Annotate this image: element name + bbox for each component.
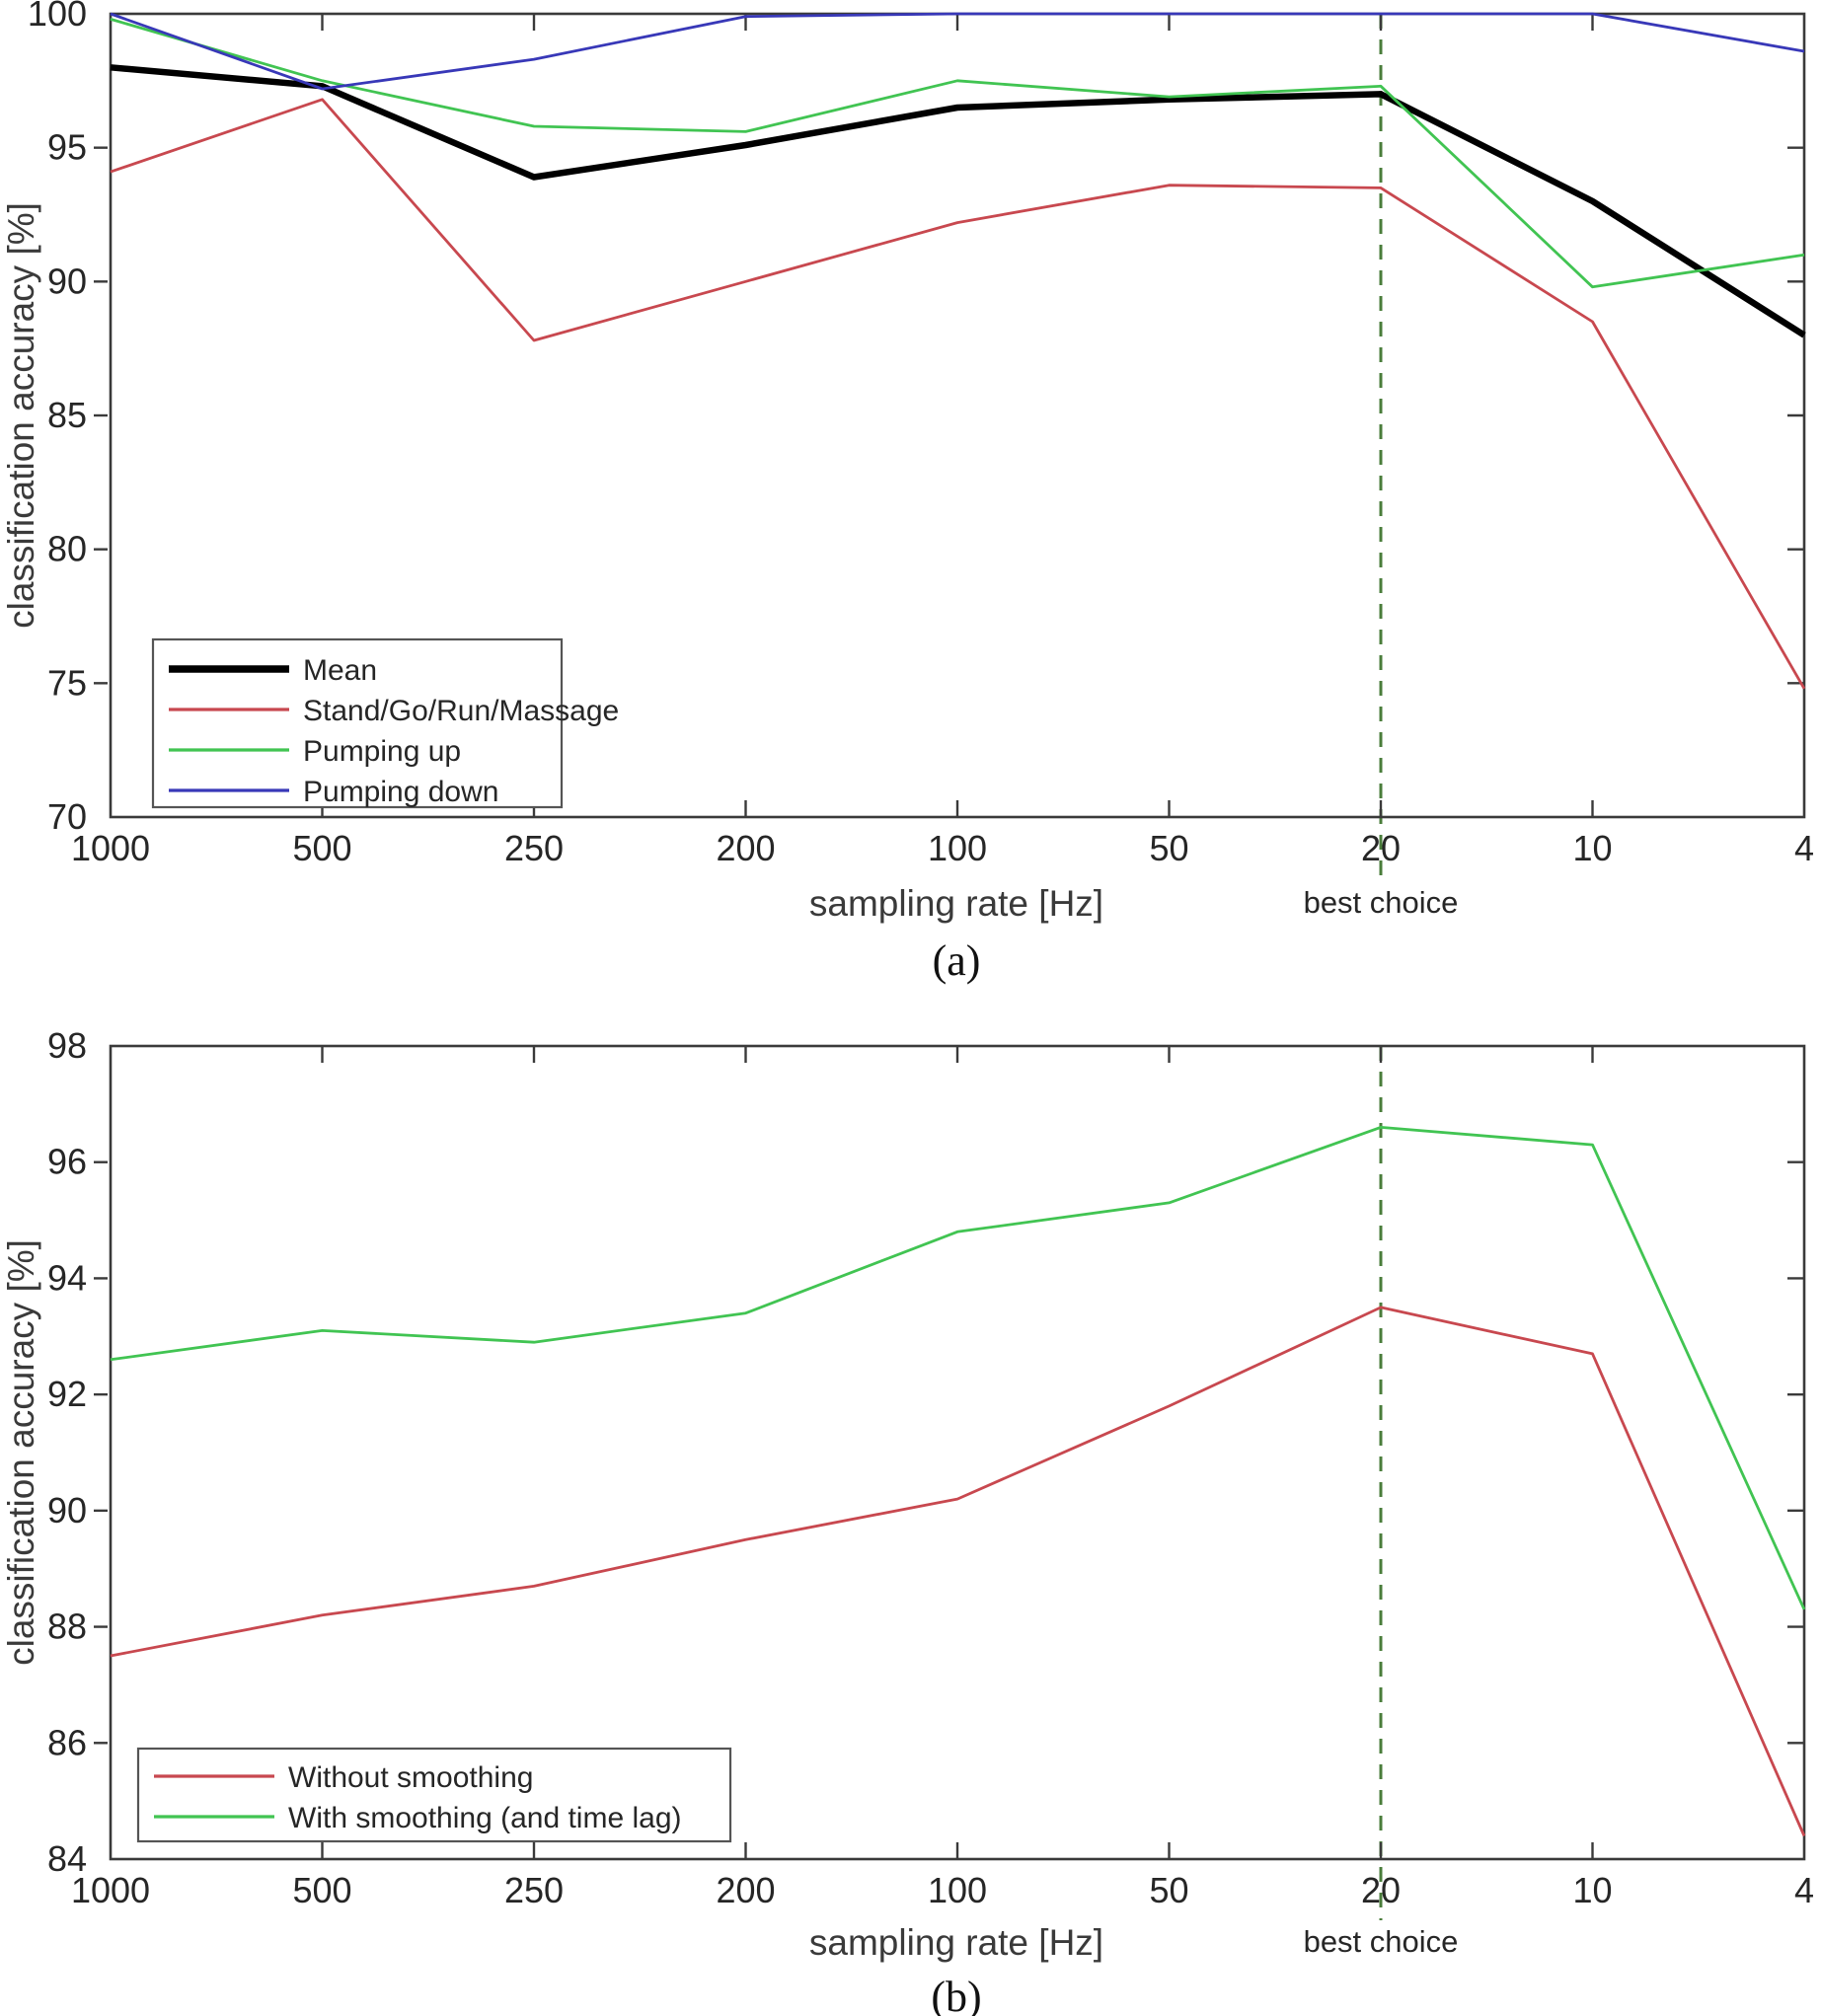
- chart-b-y-axis-label: classification accuracy [%]: [1, 1239, 41, 1666]
- x-tick-label: 50: [1149, 828, 1188, 868]
- series-line-mean: [110, 64, 1806, 338]
- y-tick-label: 88: [47, 1606, 87, 1647]
- y-tick-label: 84: [47, 1838, 87, 1879]
- y-tick-label: 100: [28, 0, 87, 34]
- legend-label: Pumping up: [303, 735, 461, 768]
- x-tick-label: 20: [1361, 828, 1401, 868]
- x-tick-label: 4: [1794, 1870, 1814, 1910]
- y-tick-label: 90: [47, 261, 87, 301]
- y-tick-label: 94: [47, 1257, 87, 1298]
- y-tick-label: 85: [47, 395, 87, 435]
- series-line-pumping-up: [110, 18, 1805, 289]
- legend-label: Mean: [303, 654, 377, 687]
- x-tick-label: 4: [1794, 828, 1814, 868]
- x-tick-label: 20: [1361, 1870, 1401, 1910]
- y-tick-label: 75: [47, 662, 87, 703]
- legend-box: [136, 1747, 732, 1843]
- series-line-without-smoothing: [110, 1306, 1806, 1837]
- chart-a-caption: (a): [933, 936, 981, 985]
- x-tick-label: 200: [716, 1870, 775, 1910]
- y-tick-label: 86: [47, 1722, 87, 1762]
- y-tick-label: 96: [47, 1142, 87, 1182]
- series-line-stand-go-run-massage: [110, 98, 1806, 690]
- chart-a-x-axis-label: sampling rate [Hz]: [809, 883, 1103, 924]
- legend-label: Pumping down: [303, 776, 498, 808]
- chart-b-caption: (b): [931, 1973, 981, 2016]
- legend-label: Stand/Go/Run/Massage: [303, 695, 619, 727]
- y-tick-label: 90: [47, 1490, 87, 1531]
- x-tick-label: 200: [716, 828, 775, 868]
- chart-a-best-choice-label: best choice: [1304, 885, 1459, 920]
- series-line-pumping-down: [110, 12, 1805, 91]
- y-tick-label: 70: [47, 796, 87, 837]
- x-tick-label: 250: [504, 1870, 564, 1910]
- chart-b: 1000 500 250 200 100 50 20 10 4 84 86 88 90 92 94 96 98 W…: [1, 1025, 1814, 2016]
- legend-label: Without smoothing: [288, 1761, 533, 1794]
- chart-a-plot: 1000 500 250 200 100 50 20 10 4 70 75 80 85 90 95 100 Me…: [28, 0, 1814, 880]
- x-tick-label: 100: [928, 1870, 987, 1910]
- plot-box: [109, 1044, 1806, 1861]
- y-tick-label: 92: [47, 1374, 87, 1414]
- x-tick-label: 100: [928, 828, 987, 868]
- y-tick-label: 80: [47, 529, 87, 569]
- x-tick-label: 50: [1149, 1870, 1188, 1910]
- x-tick-label: 10: [1572, 1870, 1612, 1910]
- series-line-with-smoothing-and-time-lag-: [110, 1125, 1806, 1610]
- x-tick-label: 1000: [71, 828, 150, 868]
- y-tick-label: 98: [47, 1025, 87, 1066]
- chart-a: 1000 500 250 200 100 50 20 10 4 70 75 80 85 90 95 100 Me…: [1, 0, 1814, 985]
- x-tick-label: 250: [504, 828, 564, 868]
- y-tick-label: 95: [47, 127, 87, 168]
- chart-b-plot: 1000 500 250 200 100 50 20 10 4 84 86 88 90 92 94 96 98 W…: [47, 1025, 1814, 1920]
- chart-b-best-choice-label: best choice: [1304, 1924, 1459, 1959]
- chart-b-x-axis-label: sampling rate [Hz]: [809, 1922, 1103, 1963]
- x-tick-label: 500: [292, 1870, 351, 1910]
- x-tick-label: 1000: [71, 1870, 150, 1910]
- legend-label: With smoothing (and time lag): [288, 1802, 682, 1834]
- chart-a-y-axis-label: classification accuracy [%]: [1, 202, 41, 629]
- x-tick-label: 10: [1572, 828, 1612, 868]
- x-tick-label: 500: [292, 828, 351, 868]
